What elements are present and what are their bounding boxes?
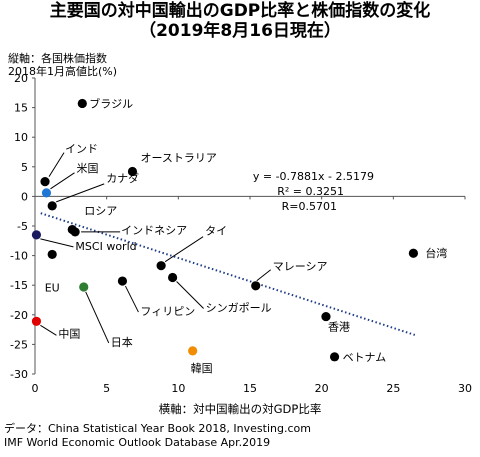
data-point — [40, 177, 50, 187]
x-tick-label: 15 — [243, 382, 257, 395]
point-leader-line — [50, 172, 75, 190]
data-point — [47, 201, 57, 211]
y-tick-label: -5 — [17, 220, 28, 233]
y-tick-label: -10 — [10, 250, 28, 263]
point-leader-line — [85, 291, 110, 344]
trendline-r: R=0.5701 — [282, 200, 337, 213]
point-label: インドネシア — [121, 224, 187, 237]
y-tick-label: 20 — [14, 72, 28, 85]
y-tick-label: 10 — [14, 131, 28, 144]
data-point — [70, 227, 80, 237]
point-label: インド — [65, 143, 98, 156]
data-point — [79, 282, 89, 292]
data-point — [127, 166, 138, 177]
point-leader-line — [56, 183, 105, 203]
x-tick-label: 20 — [315, 382, 329, 395]
trendline-r2: R² = 0.3251 — [277, 185, 344, 198]
chart-subtitle: （2019年8月16日現在） — [139, 21, 341, 41]
point-label: マレーシア — [273, 260, 328, 273]
data-point — [47, 249, 57, 260]
data-point — [188, 346, 198, 356]
data-point — [117, 276, 128, 286]
point-label: 日本 — [111, 335, 133, 349]
y-axis-label-line2: 2018年1月高値比(%) — [8, 65, 118, 78]
x-tick-label: 0 — [32, 382, 39, 395]
point-label: シンガポール — [206, 302, 272, 315]
data-point — [321, 311, 331, 322]
point-label: ブラジル — [89, 96, 133, 110]
x-tick-label: 30 — [458, 382, 472, 395]
point-leader-line — [164, 236, 204, 263]
point-leader-line — [40, 238, 74, 248]
source-line-1: データ：China Statistical Year Book 2018, In… — [4, 422, 311, 435]
x-tick-label: 25 — [386, 382, 400, 395]
point-leader-line — [48, 152, 65, 177]
trendline — [40, 212, 416, 336]
point-label: 香港 — [328, 321, 350, 334]
point-leader-line — [176, 281, 204, 309]
y-tick-label: 15 — [14, 102, 28, 115]
x-tick-label: 5 — [103, 382, 110, 395]
y-tick-label: -20 — [10, 309, 28, 322]
x-axis-label: 横軸：対中国輸出の対GDP比率 — [158, 402, 322, 416]
point-label: EU — [45, 281, 60, 294]
point-label: ベトナム — [343, 351, 387, 364]
data-point — [168, 272, 178, 283]
point-label: 韓国 — [191, 362, 213, 375]
trendline-equation: y = -0.7881x - 2.5179 — [253, 170, 374, 183]
point-label: カナダ — [106, 171, 139, 185]
y-tick-label: 5 — [21, 161, 28, 174]
point-leader-line — [40, 324, 57, 336]
data-point — [77, 98, 87, 109]
y-tick-label: -25 — [10, 338, 28, 351]
y-tick-label: 0 — [21, 190, 28, 203]
data-point — [41, 188, 52, 198]
point-label: オーストラリア — [140, 152, 216, 165]
y-axis-label-line1: 縦軸：各国株価指数 — [8, 52, 107, 65]
data-point — [156, 261, 166, 271]
data-point — [31, 316, 42, 326]
data-point — [408, 248, 418, 258]
point-label: 米国 — [76, 162, 98, 175]
point-label: タイ — [205, 225, 227, 238]
point-label: 台湾 — [425, 246, 447, 260]
data-point — [251, 281, 261, 291]
point-label: ロシア — [84, 205, 117, 218]
data-point — [329, 352, 340, 362]
point-label: フィリピン — [140, 305, 195, 318]
y-tick-label: -15 — [10, 279, 28, 292]
chart-title: 主要国の対中国輸出のGDP比率と株価指数の変化 — [49, 1, 431, 21]
point-leader-line — [124, 285, 139, 313]
point-label: 中国 — [58, 327, 80, 340]
point-leader-line — [256, 269, 272, 282]
x-tick-label: 10 — [171, 382, 185, 395]
y-tick-label: -30 — [10, 368, 28, 381]
point-label: MSCI world — [75, 240, 136, 253]
source-line-2: IMF World Economic Outlook Database Apr.… — [4, 436, 271, 449]
data-point — [31, 230, 42, 240]
